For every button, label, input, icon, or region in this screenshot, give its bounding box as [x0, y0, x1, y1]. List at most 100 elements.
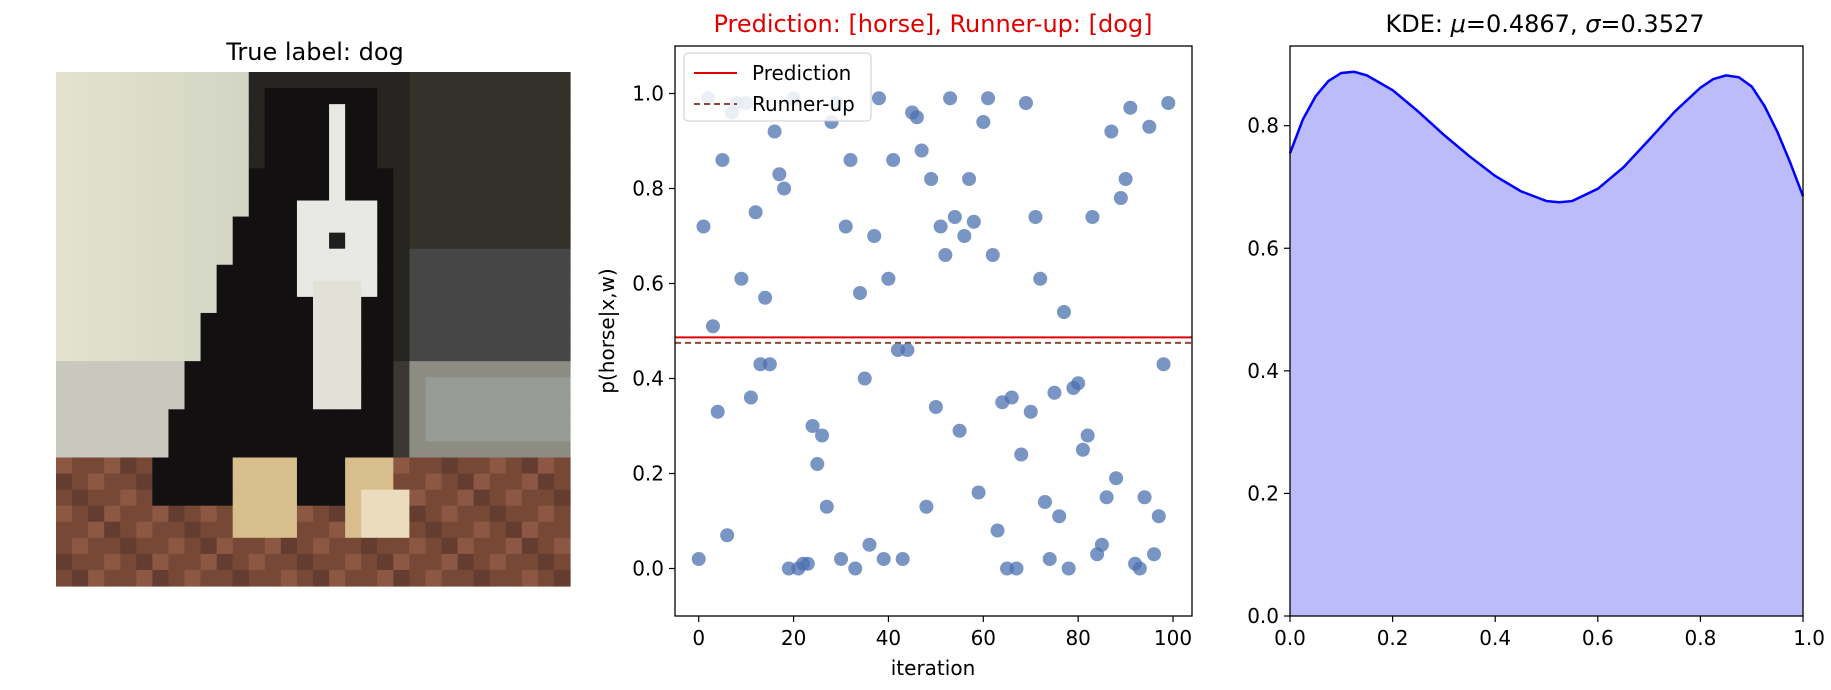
image-pixel	[104, 505, 121, 523]
x-tick-label: 1.0	[1793, 626, 1825, 650]
image-pixel	[425, 152, 443, 169]
image-pixel	[313, 425, 330, 443]
image-pixel	[216, 216, 234, 234]
image-pixel	[216, 569, 234, 587]
image-pixel	[377, 72, 394, 89]
image-pixel	[280, 489, 298, 507]
kde-panel: KDE: μ=0.4867, σ=0.3527 0.0 0.2 0.4 0.6 0.8 1…	[1247, 10, 1825, 650]
image-pixel	[88, 377, 105, 394]
image-pixel	[296, 489, 314, 507]
image-pixel	[136, 296, 153, 314]
image-pixel	[216, 200, 234, 218]
image-pixel	[280, 377, 298, 394]
image-pixel	[521, 441, 539, 459]
image-pixel	[361, 184, 378, 202]
image-pixel	[184, 537, 202, 555]
image-pixel	[296, 248, 314, 266]
image-pixel	[473, 409, 491, 426]
image-pixel	[393, 104, 410, 121]
image-pixel	[377, 425, 394, 443]
image-pixel	[473, 521, 491, 539]
scatter-point	[1094, 537, 1109, 552]
image-pixel	[216, 505, 234, 523]
image-pixel	[313, 136, 330, 153]
image-pixel	[184, 248, 202, 266]
image-pixel	[280, 505, 298, 523]
image-pixel	[441, 569, 459, 587]
image-pixel	[152, 393, 170, 410]
image-pixel	[168, 216, 186, 234]
image-pixel	[505, 168, 523, 186]
image-pixel	[88, 168, 105, 186]
image-pixel	[296, 553, 314, 571]
image-pixel	[168, 361, 186, 378]
image-pixel	[72, 569, 89, 587]
image-pixel	[280, 361, 298, 378]
image-pixel	[296, 569, 314, 587]
image-pixel	[537, 569, 555, 587]
image-pixel	[104, 393, 121, 410]
image-pixel	[361, 361, 378, 378]
y-tick-label: 1.0	[632, 82, 664, 106]
image-pixel	[104, 120, 121, 137]
image-pixel	[280, 248, 298, 266]
image-pixel	[537, 216, 555, 234]
image-pixel	[473, 88, 491, 105]
image-pixel	[120, 537, 137, 555]
image-pixel	[361, 312, 378, 330]
image-pixel	[200, 104, 218, 121]
image-pixel	[264, 457, 282, 475]
y-tick-label: 0.2	[632, 462, 664, 486]
image-pixel	[88, 120, 105, 137]
image-pixel	[393, 409, 410, 426]
image-pixel	[393, 361, 410, 378]
image-pixel	[521, 184, 539, 202]
image-pixel	[104, 457, 121, 475]
image-pixel	[264, 345, 282, 362]
image-pixel	[104, 521, 121, 539]
image-pixel	[361, 489, 378, 507]
image-pixel	[88, 505, 105, 523]
image-pixel	[409, 184, 427, 202]
image-pixel	[409, 216, 427, 234]
image-pixel	[521, 88, 539, 105]
image-pixel	[168, 152, 186, 169]
image-pixel	[248, 505, 266, 523]
image-pixel	[168, 505, 186, 523]
image-pixel	[425, 312, 443, 330]
image-pixel	[377, 312, 394, 330]
scatter-point	[981, 91, 996, 106]
image-pixel	[248, 232, 266, 250]
image-pixel	[296, 216, 314, 234]
scatter-point	[1123, 100, 1138, 115]
image-pixel	[361, 296, 378, 314]
image-pixel	[409, 345, 427, 362]
image-pixel	[152, 280, 170, 298]
image-pixel	[248, 489, 266, 507]
image-pixel	[361, 425, 378, 443]
image-pixel	[361, 377, 378, 394]
image-pixel	[104, 345, 121, 362]
image-pixel	[136, 216, 153, 234]
image-pixel	[361, 88, 378, 105]
image-pixel	[184, 232, 202, 250]
image-pixel	[553, 393, 571, 410]
image-pixel	[505, 473, 523, 491]
image-pixel	[521, 473, 539, 491]
image-pixel	[553, 296, 571, 314]
image-pixel	[56, 200, 73, 218]
image-pixel	[329, 345, 346, 362]
image-pixel	[329, 521, 346, 539]
scatter-point	[1085, 210, 1100, 224]
image-pixel	[377, 152, 394, 169]
image-pixel	[377, 473, 394, 491]
image-pixel	[248, 168, 266, 186]
image-pixel	[457, 473, 475, 491]
image-pixel	[168, 184, 186, 202]
image-pixel	[441, 441, 459, 459]
image-pixel	[329, 377, 346, 394]
y-tick-label: 0.2	[1247, 481, 1279, 505]
image-pixel	[393, 425, 410, 443]
image-pixel	[489, 312, 507, 330]
image-pixel	[136, 152, 153, 169]
